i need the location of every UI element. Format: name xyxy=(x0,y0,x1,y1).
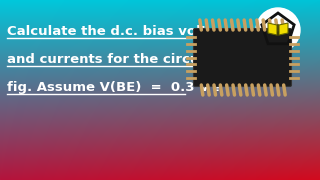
Text: Calculate the d.c. bias voltages: Calculate the d.c. bias voltages xyxy=(7,25,242,38)
Text: fig. Assume V(BE)  =  0.3 V ?: fig. Assume V(BE) = 0.3 V ? xyxy=(7,81,222,94)
Polygon shape xyxy=(268,23,277,35)
Text: and currents for the circuit of: and currents for the circuit of xyxy=(7,53,230,66)
FancyBboxPatch shape xyxy=(194,28,292,87)
Circle shape xyxy=(256,8,300,52)
Polygon shape xyxy=(279,23,288,35)
